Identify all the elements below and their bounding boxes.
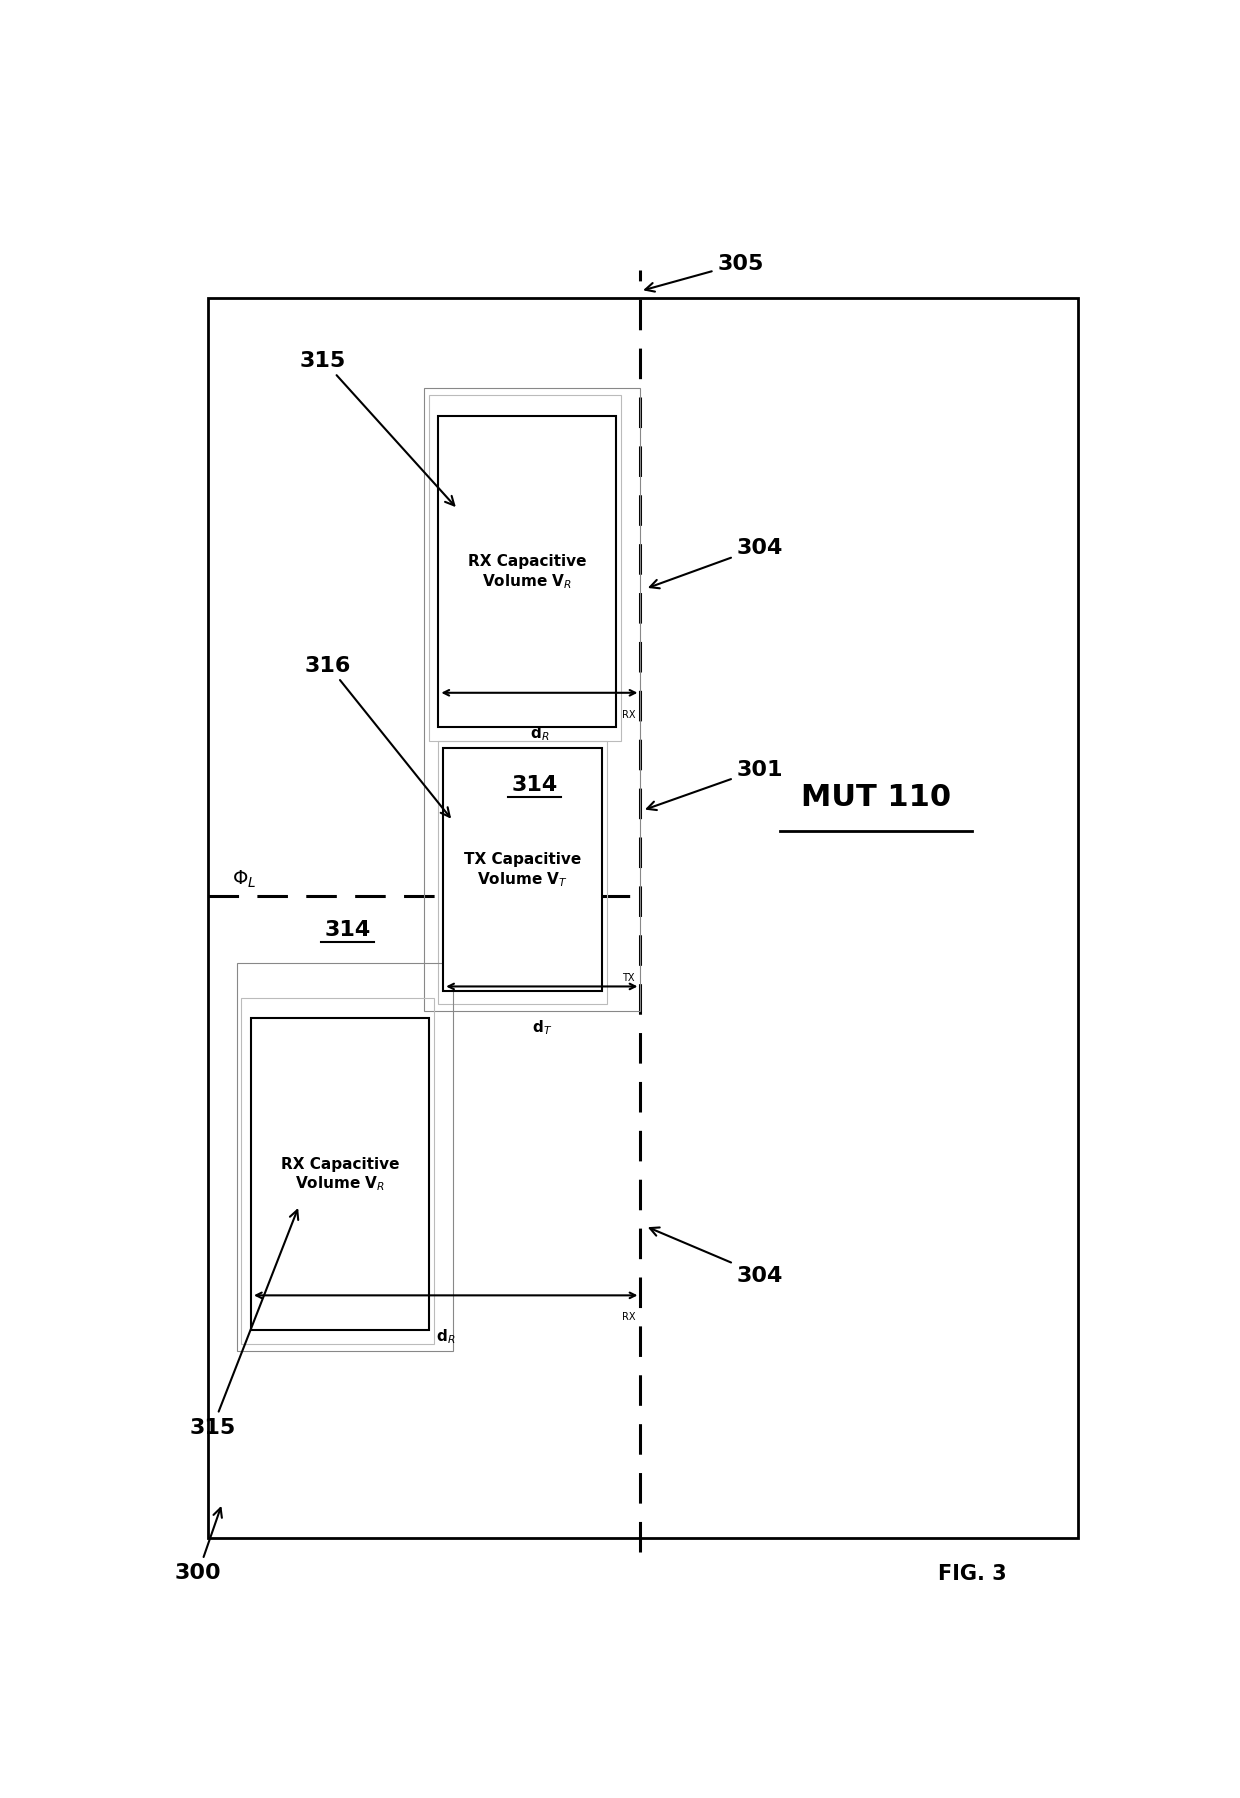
Text: FIG. 3: FIG. 3 [937,1564,1006,1584]
Text: $\Phi_L$: $\Phi_L$ [232,868,257,890]
Text: 314: 314 [511,775,558,795]
Text: 301: 301 [647,759,782,811]
Text: 314: 314 [324,921,371,940]
Text: 316: 316 [305,656,450,818]
Bar [237,964,453,1350]
Bar [444,748,601,991]
Text: 315: 315 [300,351,454,507]
Text: RX: RX [622,708,636,719]
Text: 304: 304 [650,538,782,590]
Text: d$_R$: d$_R$ [529,725,549,743]
Text: 304: 304 [650,1228,782,1286]
Bar [424,388,640,1012]
Bar [242,998,434,1345]
Text: MUT 110: MUT 110 [801,782,951,811]
Text: TX: TX [622,973,635,982]
Text: RX: RX [622,1311,636,1322]
Text: 305: 305 [645,254,764,293]
Text: 315: 315 [190,1210,298,1437]
Bar [429,396,621,743]
Text: d$_T$: d$_T$ [532,1018,552,1036]
Bar [250,1019,429,1331]
Bar [208,298,1078,1537]
Text: RX Capacitive
Volume V$_R$: RX Capacitive Volume V$_R$ [469,554,587,590]
Text: d$_R$: d$_R$ [436,1327,455,1345]
Bar [439,417,616,728]
Text: TX Capacitive
Volume V$_T$: TX Capacitive Volume V$_T$ [464,852,582,888]
Bar [439,743,606,1005]
Text: RX Capacitive
Volume V$_R$: RX Capacitive Volume V$_R$ [280,1156,399,1192]
Text: 300: 300 [175,1509,222,1582]
